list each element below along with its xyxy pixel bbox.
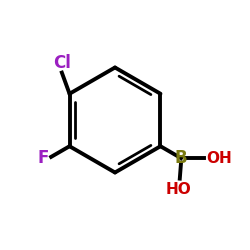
Text: Cl: Cl <box>53 54 71 72</box>
Text: B: B <box>175 149 187 167</box>
Text: F: F <box>37 149 49 167</box>
Text: OH: OH <box>206 150 232 166</box>
Text: HO: HO <box>166 182 192 197</box>
